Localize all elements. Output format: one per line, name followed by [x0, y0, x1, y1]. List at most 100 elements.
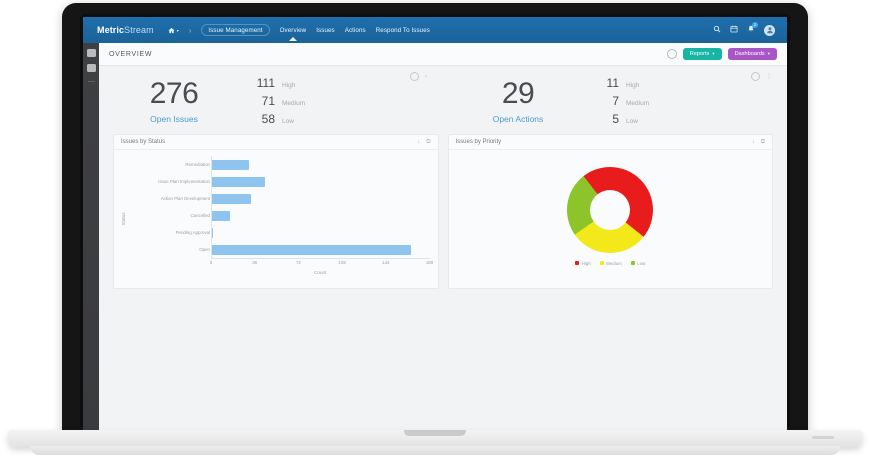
notifications-icon[interactable]: 2 — [747, 22, 758, 35]
panel-title: Issues by Status — [121, 139, 166, 145]
dashboards-button[interactable]: Dashboards ▾ — [727, 48, 777, 60]
search-icon[interactable] — [713, 25, 721, 35]
nav-item-overview[interactable]: Overview — [279, 26, 307, 34]
kpi-medium-label: Medium — [626, 100, 650, 107]
kpi-open-actions-label[interactable]: Open Actions — [492, 113, 544, 124]
kpi-medium-count: 7 — [612, 94, 619, 108]
main-content: OVERVIEW Reports ▾ Dashboards ▾ — [99, 43, 787, 431]
nav-right-icons: 2 — [713, 22, 775, 36]
donut-ring[interactable] — [567, 166, 654, 253]
chevron-right-icon[interactable]: › — [425, 73, 427, 80]
legend-item[interactable]: Medium — [599, 260, 622, 266]
chart-panels: Issues by Status ↓ ⧉ Status Remediation I… — [99, 130, 787, 289]
bar[interactable] — [212, 210, 231, 221]
panel-header: Issues by Status ↓ ⧉ — [114, 135, 438, 150]
panel-header: Issues by Priority ↓ ⧉ — [448, 135, 772, 150]
history-icon[interactable] — [666, 49, 677, 59]
laptop-base-detail — [812, 436, 834, 439]
user-avatar[interactable] — [764, 24, 775, 36]
kpi-row-low[interactable]: 58 Low — [253, 112, 305, 126]
bar[interactable] — [212, 193, 251, 204]
calendar-icon[interactable] — [730, 25, 738, 35]
left-rail — [83, 43, 99, 431]
dashboards-button-label: Dashboards — [734, 51, 765, 57]
bar-category-label: Issue Plan Implementation — [158, 179, 210, 184]
kpi-row-medium[interactable]: 7 Medium — [597, 94, 649, 108]
kpi-open-issues-tools: › — [410, 72, 427, 81]
menu-icon[interactable]: ⋮ — [766, 74, 772, 80]
nav-item-issues[interactable]: Issues — [316, 26, 335, 34]
bar[interactable] — [212, 227, 214, 238]
kpi-open-actions-breakdown: 11 High 7 Medium 5 Low — [593, 76, 650, 126]
bar-chart-categories: Remediation Issue Plan Implementation Acti… — [124, 156, 210, 258]
kpi-row-high[interactable]: 11 High — [597, 76, 649, 90]
kpi-high-count: 111 — [256, 76, 275, 90]
bar[interactable] — [212, 244, 412, 255]
kpi-open-issues-label[interactable]: Open Issues — [150, 113, 198, 124]
bar-chart-xaxis — [211, 258, 430, 259]
bar-row — [212, 224, 430, 241]
rail-list-icon[interactable] — [86, 64, 96, 72]
bar-row — [212, 241, 430, 258]
expand-icon[interactable]: ⧉ — [760, 138, 765, 145]
download-icon[interactable]: ↓ — [751, 139, 755, 145]
kpi-row-low[interactable]: 5 Low — [597, 112, 649, 126]
bar-row — [212, 190, 430, 207]
home-caret-icon: ▾ — [176, 27, 179, 33]
bar-xtick-label: 108 — [338, 260, 346, 265]
reports-button-label: Reports — [689, 51, 710, 57]
bar-xtick-label: 36 — [252, 260, 258, 265]
bar-category-label: Cancelled — [190, 213, 210, 218]
rail-apps-icon[interactable] — [86, 49, 96, 57]
notification-badge: 2 — [752, 22, 758, 28]
bar-chart-xlabel: Count — [314, 270, 327, 275]
laptop-base-notch — [404, 430, 466, 436]
panel-body: High Medium Low — [449, 150, 773, 288]
bar-xtick-label: 72 — [295, 260, 301, 265]
download-icon[interactable]: ↓ — [417, 139, 421, 145]
bar[interactable] — [212, 176, 266, 187]
reports-button[interactable]: Reports ▾ — [682, 48, 722, 60]
expand-icon[interactable]: ⧉ — [426, 138, 431, 145]
panel-issues-by-status: Issues by Status ↓ ⧉ Status Remediation I… — [113, 134, 439, 289]
kpi-high-label: High — [626, 82, 640, 89]
laptop-base — [8, 430, 862, 447]
chevron-down-icon: ▾ — [712, 51, 715, 56]
kpi-open-actions-main: 29 Open Actions — [443, 76, 593, 124]
bar-chart: Status Remediation Issue Plan Implementat… — [114, 150, 438, 288]
info-icon[interactable] — [410, 72, 419, 81]
kpi-low-label: Low — [282, 118, 294, 125]
kpi-band: 276 Open Issues 111 High 71 Medium — [99, 66, 787, 130]
nav-item-actions[interactable]: Actions — [344, 26, 366, 34]
bar-category-label: Pending Approval — [175, 230, 210, 235]
bar-xtick-label: 180 — [425, 260, 434, 265]
bar-row — [212, 207, 430, 224]
nav-item-respond-to-issues[interactable]: Respond To Issues — [375, 26, 430, 34]
app-body: OVERVIEW Reports ▾ Dashboards ▾ — [83, 43, 787, 431]
info-icon[interactable] — [751, 72, 760, 81]
kpi-medium-label: Medium — [282, 100, 306, 107]
legend-item[interactable]: High — [575, 261, 591, 266]
bar-xtick-label: 144 — [382, 260, 390, 265]
kpi-low-count: 5 — [612, 112, 619, 126]
kpi-open-issues-breakdown: 111 High 71 Medium 58 Low — [249, 76, 305, 126]
laptop-base-lower — [30, 446, 840, 455]
kpi-row-medium[interactable]: 71 Medium — [253, 94, 305, 108]
kpi-medium-count: 71 — [261, 94, 275, 108]
brand-name-bold: Metric — [97, 25, 125, 35]
nav-item-issue-management[interactable]: Issue Management — [201, 24, 270, 36]
legend-label: Medium — [606, 260, 622, 266]
brand-name-light: Stream — [124, 25, 154, 35]
bar[interactable] — [212, 159, 250, 170]
legend-item[interactable]: Low — [630, 261, 645, 266]
bar-row — [212, 156, 430, 173]
kpi-open-actions-tools: ⋮ — [751, 72, 772, 81]
kpi-open-actions-value: 29 — [501, 76, 535, 110]
nav-items: ▾ › Issue Management Overview Issues Act… — [168, 24, 713, 36]
chevron-down-icon: ▾ — [767, 51, 770, 56]
home-icon[interactable]: ▾ — [168, 27, 179, 34]
kpi-row-high[interactable]: 111 High — [253, 76, 305, 90]
bar-category-label: Remediation — [185, 162, 210, 167]
brand-logo[interactable]: MetricStream — [97, 25, 154, 35]
